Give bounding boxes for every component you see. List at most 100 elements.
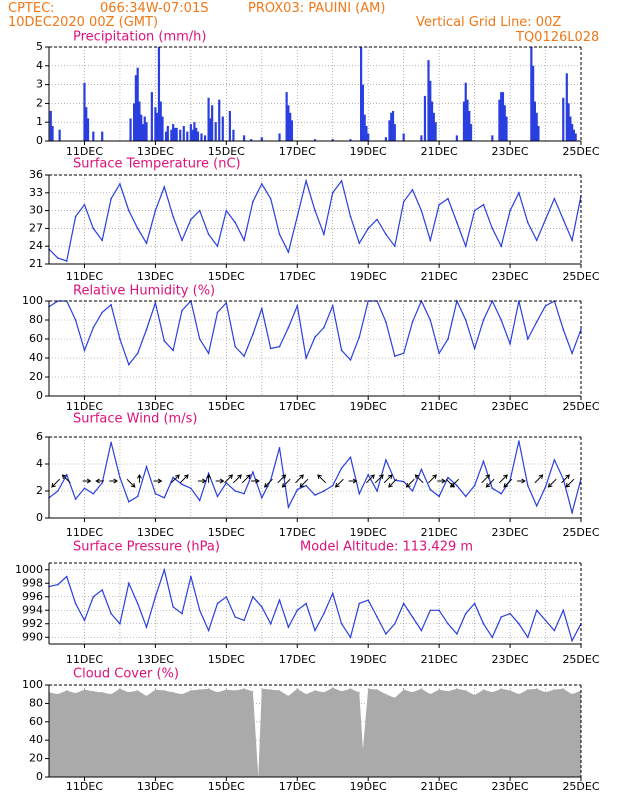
data-point: [562, 609, 565, 612]
data-point: [518, 622, 520, 625]
data-point: [500, 319, 503, 321]
data-point: [571, 693, 573, 695]
cloud-cover-area: [49, 687, 581, 777]
data-point: [358, 336, 361, 338]
precipitation-bar: [221, 116, 224, 141]
data-point: [83, 689, 86, 691]
data-point: [305, 484, 307, 487]
data-point: [447, 476, 449, 479]
data-point: [234, 490, 236, 492]
data-point: [243, 492, 245, 495]
data-point: [269, 622, 272, 625]
precipitation-bar: [388, 120, 391, 141]
y-tick-label: 6: [36, 430, 43, 443]
precipitation-bar: [501, 92, 505, 141]
y-tick-label: 0: [36, 389, 43, 402]
data-point: [225, 689, 227, 691]
data-point: [509, 612, 511, 615]
header-station: PROX03: PAUINI (AM): [248, 1, 386, 16]
data-point: [207, 352, 210, 355]
x-tick-label: 21DEC: [421, 780, 458, 793]
data-point: [527, 338, 529, 340]
x-tick-label: 25DEC: [562, 270, 599, 283]
data-point: [491, 487, 494, 490]
x-tick-label: 11DEC: [66, 145, 103, 158]
data-point: [402, 200, 405, 203]
wind-vector: [170, 474, 180, 484]
x-tick-label: 17DEC: [279, 270, 316, 283]
data-point: [482, 689, 485, 691]
data-point: [305, 693, 307, 695]
wind-vector: [388, 478, 397, 488]
precipitation-bar: [179, 129, 182, 141]
data-point: [349, 215, 352, 218]
precipitation-bar: [331, 139, 334, 141]
precipitation-bar: [349, 139, 352, 141]
data-point: [447, 338, 449, 340]
data-point: [65, 575, 68, 578]
wind-vector-head: [521, 478, 526, 484]
data-point: [527, 484, 529, 487]
data-point: [331, 592, 334, 595]
data-point: [101, 311, 103, 314]
data-point: [216, 602, 219, 605]
data-point: [438, 352, 440, 355]
data-point: [465, 689, 467, 692]
data-point: [92, 326, 95, 329]
data-point: [385, 459, 387, 461]
data-point: [500, 492, 503, 495]
data-point: [216, 311, 219, 314]
data-point: [402, 352, 405, 355]
precipitation-bar: [533, 101, 536, 141]
precipitation-bar: [159, 101, 162, 141]
data-point: [518, 693, 520, 695]
wind-vector: [224, 474, 233, 484]
x-tick-label: 13DEC: [137, 400, 174, 413]
data-point: [296, 304, 299, 307]
data-point: [305, 602, 307, 605]
data-point: [225, 595, 228, 598]
precipitation-bar: [363, 114, 366, 141]
data-point: [296, 609, 299, 612]
wind-vector-head: [183, 474, 189, 480]
data-point: [261, 496, 263, 499]
precipitation-bar: [434, 122, 437, 141]
y-tick-label: 30: [29, 204, 43, 217]
data-point: [553, 689, 556, 691]
data-point: [74, 602, 77, 605]
precipitation-bar: [136, 67, 139, 141]
data-point: [57, 583, 59, 586]
y-tick-label: 998: [22, 576, 43, 589]
data-point: [562, 478, 565, 480]
data-point: [57, 257, 59, 259]
data-point: [500, 616, 503, 618]
wind-vector: [374, 474, 384, 484]
wind-vector: [335, 478, 344, 488]
data-point: [278, 233, 281, 236]
data-point: [331, 192, 334, 194]
data-point: [367, 300, 370, 302]
data-point: [571, 239, 573, 242]
x-tick-label: 23DEC: [492, 780, 529, 793]
data-point: [181, 483, 183, 486]
data-point: [154, 492, 157, 495]
precipitation-bar: [278, 133, 281, 141]
wind-vector-head: [86, 478, 92, 484]
data-point: [101, 482, 103, 484]
header-coordinates: 066:34W-07:01S: [100, 1, 209, 16]
precipitation-bar: [51, 125, 54, 141]
data-point: [420, 468, 423, 471]
wind-vector: [299, 478, 309, 488]
data-point: [225, 302, 228, 304]
data-point: [562, 328, 565, 331]
x-tick-label: 19DEC: [350, 145, 387, 158]
wind-vector-head: [263, 482, 269, 488]
data-point: [74, 319, 77, 321]
data-point: [234, 221, 236, 224]
precipitation-bar: [464, 82, 467, 141]
data-point: [119, 622, 121, 625]
y-tick-label: 3: [36, 78, 43, 91]
data-point: [323, 490, 325, 492]
precipitation-bar: [455, 135, 458, 141]
data-point: [199, 689, 201, 691]
